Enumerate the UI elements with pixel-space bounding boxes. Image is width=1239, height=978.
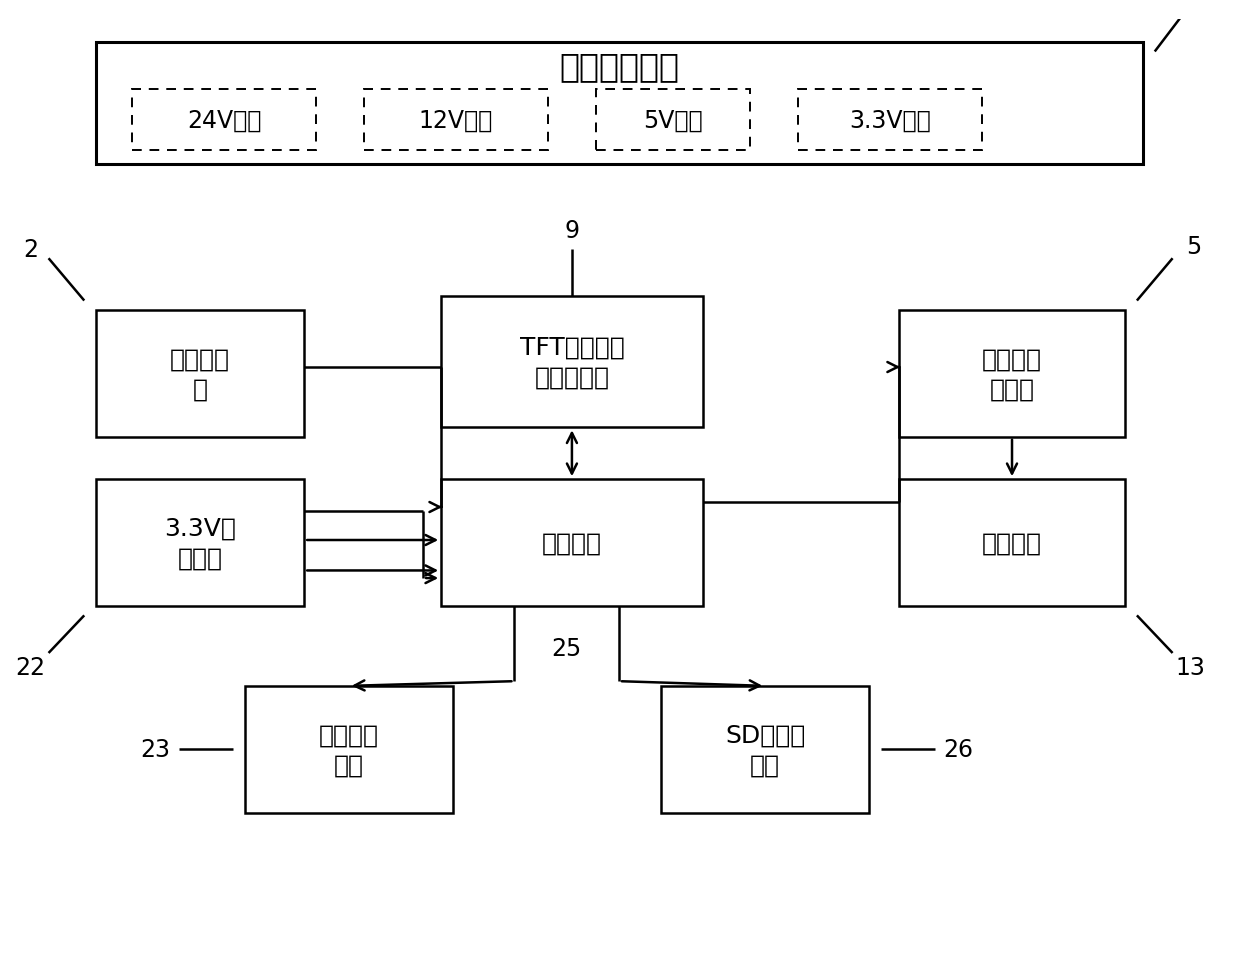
Text: 步进电机: 步进电机 [983,531,1042,555]
Text: 供电电源系统: 供电电源系统 [560,50,679,83]
Text: 3.3V备
用电池: 3.3V备 用电池 [165,516,237,570]
Text: SD卡数据
存储: SD卡数据 存储 [725,723,805,777]
Text: 2: 2 [24,238,38,261]
Text: 12V电源: 12V电源 [419,109,493,132]
Text: 26: 26 [943,737,974,762]
Bar [798,90,983,151]
Text: 22: 22 [16,655,46,680]
Bar [662,687,870,813]
Text: 3.3V电源: 3.3V电源 [849,109,930,132]
Text: 9: 9 [565,219,580,243]
Text: 25: 25 [551,637,581,660]
Bar [97,479,305,606]
Bar [245,687,453,813]
Text: 13: 13 [1176,655,1206,680]
Text: 24V电源: 24V电源 [187,109,261,132]
Text: 23: 23 [140,737,171,762]
Text: TFT彩色液晶
显示触摸屏: TFT彩色液晶 显示触摸屏 [519,335,624,389]
Text: 20: 20 [1193,0,1223,3]
Bar [441,479,703,606]
Bar [97,311,305,437]
Bar [900,311,1125,437]
Bar [596,90,751,151]
Text: 流量传感
器: 流量传感 器 [170,347,230,401]
Bar [97,43,1142,165]
Bar [364,90,548,151]
Text: 步进电机
驱动器: 步进电机 驱动器 [983,347,1042,401]
Text: 5: 5 [1187,235,1202,259]
Bar [900,479,1125,606]
Text: 串口数据
传输: 串口数据 传输 [318,723,379,777]
Text: 微控制器: 微控制器 [541,531,602,555]
Text: 5V电源: 5V电源 [643,109,703,132]
Bar [441,296,703,428]
Bar [131,90,316,151]
